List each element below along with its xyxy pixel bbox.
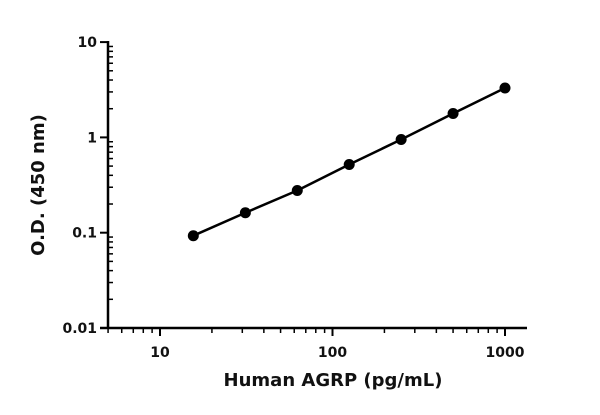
data-point — [499, 82, 511, 94]
x-axis-title: Human AGRP (pg/mL) — [224, 370, 443, 391]
data-point — [447, 108, 459, 120]
data-point — [187, 230, 199, 242]
y-axis: 0.01 0.1 1 10 — [62, 35, 113, 337]
x-tick-label: 10 — [150, 345, 170, 361]
y-axis-title: O.D. (450 nm) — [28, 114, 49, 256]
y-tick-label: 10 — [78, 35, 98, 51]
data-point — [343, 158, 355, 170]
data-point — [291, 185, 303, 197]
data-point — [239, 207, 251, 219]
x-axis: 10 100 1000 — [100, 326, 527, 361]
y-tick-label: 0.01 — [62, 321, 97, 337]
x-tick-label: 100 — [318, 345, 347, 361]
x-tick-label: 1000 — [486, 345, 525, 361]
y-tick-label: 0.1 — [72, 226, 97, 242]
y-tick-label: 1 — [87, 130, 97, 146]
plot-area — [187, 82, 511, 242]
data-point — [395, 134, 407, 146]
